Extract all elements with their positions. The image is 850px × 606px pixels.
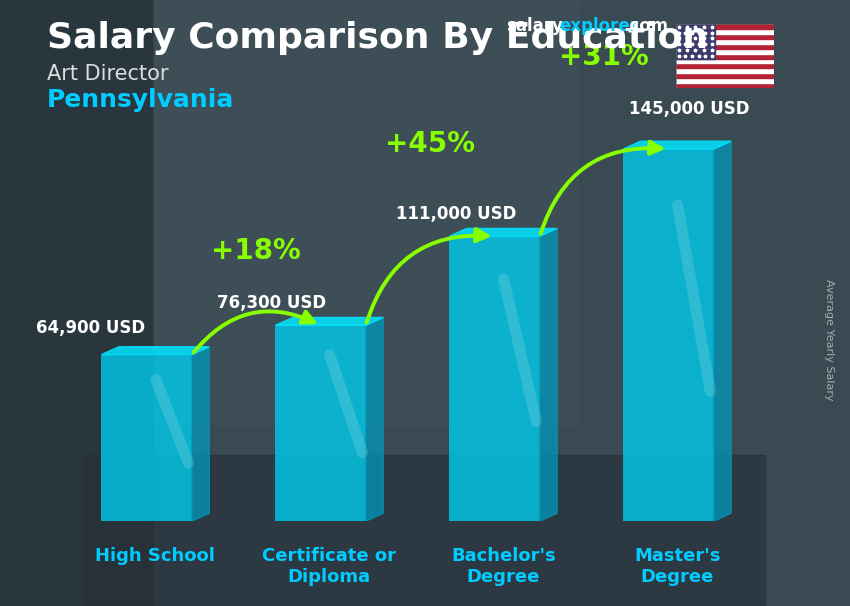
- Text: High School: High School: [95, 547, 215, 565]
- Text: Salary Comparison By Education: Salary Comparison By Education: [47, 21, 708, 55]
- Polygon shape: [192, 347, 209, 521]
- Polygon shape: [623, 141, 731, 149]
- Text: +45%: +45%: [385, 130, 475, 158]
- Text: 111,000 USD: 111,000 USD: [396, 205, 517, 223]
- Bar: [676, 39, 774, 44]
- Text: salary: salary: [506, 17, 563, 35]
- Text: Certificate or
Diploma: Certificate or Diploma: [263, 547, 396, 586]
- Bar: [676, 53, 774, 59]
- Text: Art Director: Art Director: [47, 64, 168, 84]
- Text: Master's
Degree: Master's Degree: [634, 547, 721, 586]
- Text: explorer: explorer: [559, 17, 638, 35]
- Text: Average Yearly Salary: Average Yearly Salary: [824, 279, 834, 400]
- Bar: [623, 149, 714, 521]
- Bar: [101, 355, 192, 521]
- Text: 76,300 USD: 76,300 USD: [218, 295, 326, 312]
- Text: Pennsylvania: Pennsylvania: [47, 88, 234, 112]
- Polygon shape: [540, 228, 558, 521]
- Text: .com: .com: [623, 17, 668, 35]
- Bar: [676, 68, 774, 73]
- Text: 64,900 USD: 64,900 USD: [37, 319, 145, 337]
- Polygon shape: [450, 228, 558, 236]
- Bar: [676, 64, 774, 68]
- Text: +18%: +18%: [212, 237, 301, 265]
- Text: 145,000 USD: 145,000 USD: [629, 101, 750, 118]
- Polygon shape: [714, 141, 731, 521]
- Bar: [676, 59, 774, 64]
- Polygon shape: [366, 318, 383, 521]
- Bar: [275, 325, 366, 521]
- Bar: [85, 454, 765, 606]
- Text: +31%: +31%: [559, 44, 649, 72]
- Bar: [676, 83, 774, 88]
- Bar: [676, 24, 774, 29]
- Bar: [676, 24, 715, 59]
- Bar: [676, 44, 774, 48]
- Bar: [676, 48, 774, 53]
- Bar: [676, 34, 774, 39]
- Bar: [450, 236, 540, 521]
- Bar: [153, 0, 578, 424]
- Text: Bachelor's
Degree: Bachelor's Degree: [450, 547, 556, 586]
- Bar: [676, 78, 774, 83]
- Bar: [676, 73, 774, 78]
- Bar: [0, 0, 153, 606]
- Bar: [676, 29, 774, 34]
- Polygon shape: [275, 318, 383, 325]
- Polygon shape: [101, 347, 209, 355]
